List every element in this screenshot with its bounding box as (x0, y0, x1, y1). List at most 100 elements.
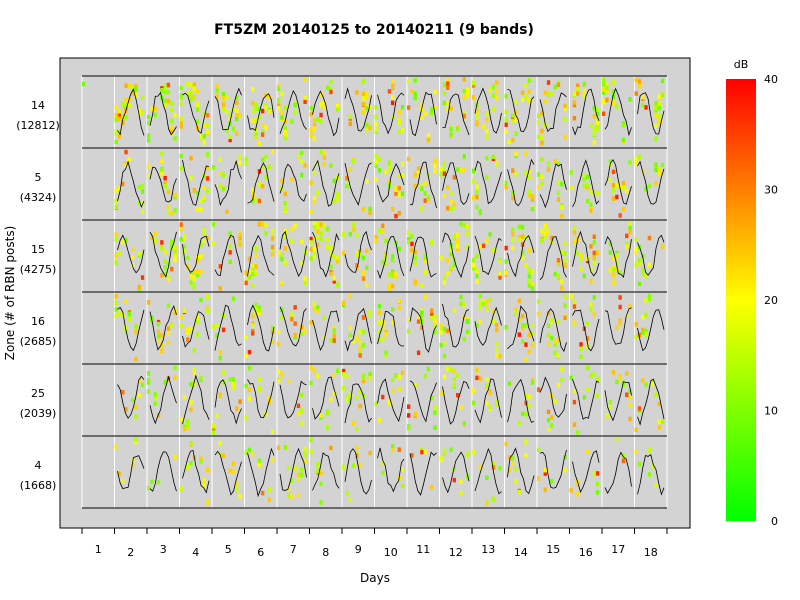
trend-line (409, 161, 437, 209)
trend-line (442, 451, 470, 494)
signal-cell (400, 172, 405, 178)
signal-cell (628, 229, 632, 235)
signal-cell (641, 103, 645, 108)
signal-cell (326, 244, 330, 249)
signal-cell (472, 263, 476, 268)
signal-cell (488, 405, 492, 410)
signal-cell (355, 445, 359, 450)
signal-cell (397, 447, 401, 452)
signal-cell (511, 245, 515, 251)
signal-cell (442, 353, 447, 359)
signal-cell (368, 371, 372, 377)
signal-cell (163, 84, 167, 89)
trend-line (182, 449, 210, 494)
signal-cell (228, 250, 232, 255)
signal-cell (319, 413, 323, 418)
signal-cell (553, 339, 557, 344)
signal-cell (160, 171, 164, 177)
signal-cell (495, 341, 499, 346)
signal-cell (303, 446, 307, 452)
signal-cell (374, 234, 378, 240)
signal-cell (257, 311, 261, 316)
signal-cell (517, 316, 521, 322)
signal-cell (251, 323, 255, 328)
signal-cell (521, 313, 525, 319)
signal-cell (290, 238, 294, 243)
signal-cell (300, 159, 304, 165)
signal-cell (387, 166, 391, 171)
signal-cell (296, 403, 301, 409)
signal-cell (517, 237, 521, 243)
signal-cell (381, 394, 385, 400)
signal-cell (413, 255, 417, 260)
signal-cell (491, 465, 496, 470)
signal-cell (546, 332, 551, 338)
signal-cell (247, 269, 252, 275)
signal-cell (270, 228, 275, 233)
trend-line (344, 87, 372, 132)
trend-line (247, 234, 275, 277)
signal-cell (348, 121, 352, 127)
signal-cell (319, 119, 323, 125)
signal-cell (254, 132, 258, 137)
trend-line (442, 232, 470, 279)
signal-cell (394, 187, 398, 192)
signal-cell (361, 329, 366, 335)
signal-cell (173, 112, 177, 118)
signal-cell (618, 213, 622, 218)
signal-cell (316, 305, 320, 310)
signal-cell (478, 464, 482, 470)
signal-cell (332, 333, 336, 339)
signal-cell (114, 253, 118, 259)
signal-cell (465, 231, 470, 237)
signal-cell (231, 107, 236, 112)
signal-cell (140, 275, 145, 280)
legend-tick-label: 40 (764, 73, 778, 86)
signal-cell (637, 281, 642, 286)
signal-cell (166, 303, 171, 308)
signal-cell (498, 354, 502, 359)
trend-line (474, 447, 502, 495)
signal-cell (647, 262, 651, 268)
signal-cell (517, 420, 521, 426)
signal-cell (218, 392, 222, 397)
signal-cell (657, 94, 661, 99)
signal-cell (546, 161, 551, 166)
signal-cell (134, 324, 138, 329)
signal-cell (576, 491, 580, 497)
signal-cell (439, 326, 443, 332)
signal-cell (644, 105, 648, 110)
legend-tick-label: 10 (764, 405, 778, 418)
signal-cell (225, 128, 229, 133)
signal-cell (312, 251, 317, 256)
legend-colorbar (726, 79, 756, 521)
signal-cell (397, 210, 401, 216)
signal-cell (634, 322, 638, 327)
signal-cell (296, 472, 301, 477)
signal-cell (368, 375, 372, 381)
zone-post-count: (2685) (20, 335, 57, 348)
signal-cell (114, 260, 118, 265)
signal-cell (309, 127, 313, 133)
signal-cell (423, 373, 427, 379)
signal-cell (452, 234, 456, 239)
signal-cell (131, 463, 135, 469)
signal-cell (634, 161, 638, 167)
signal-cell (582, 395, 586, 400)
signal-cell (231, 469, 236, 474)
signal-cell (309, 246, 313, 252)
signal-cell (319, 470, 323, 476)
signal-cell (345, 397, 349, 402)
signal-cell (374, 176, 378, 182)
signal-cell (170, 118, 174, 124)
signal-cell (654, 101, 658, 106)
signal-cell (446, 107, 450, 112)
signal-cell (257, 385, 261, 390)
signal-cell (121, 181, 125, 187)
signal-cell (413, 280, 417, 286)
chart-title: FT5ZM 20140125 to 20140211 (9 bands) (214, 22, 534, 38)
signal-cell (189, 407, 193, 412)
signal-cell (644, 312, 648, 317)
signal-cell (579, 266, 583, 272)
signal-cell (179, 237, 183, 242)
